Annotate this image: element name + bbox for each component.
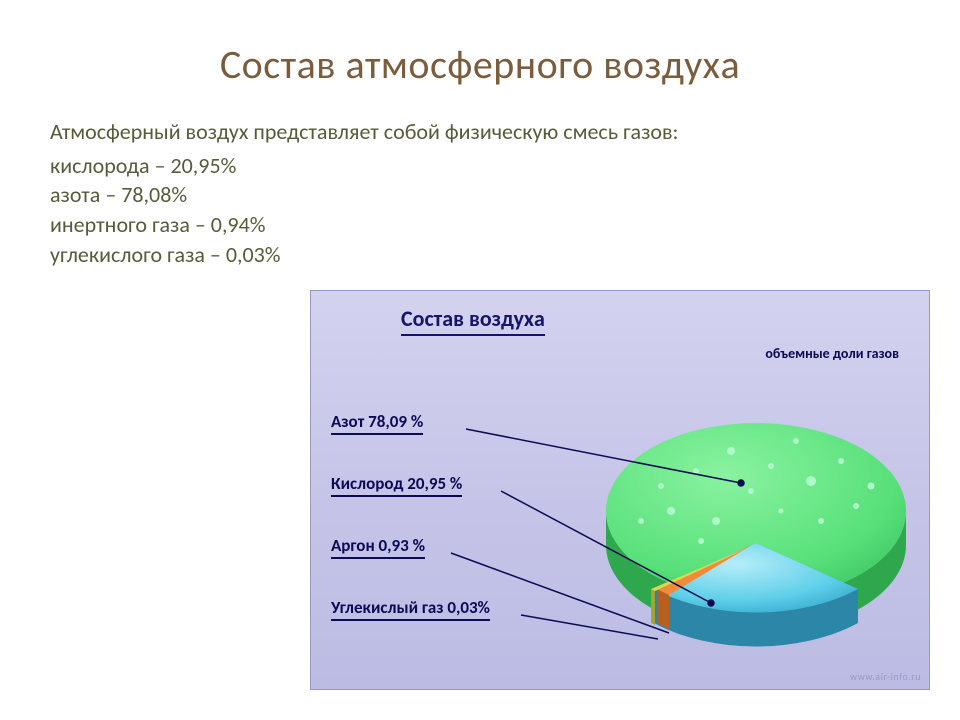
slice-label-co2: Углекислый газ 0,03%: [331, 597, 490, 621]
pie-svg: [601, 371, 911, 671]
list-item: углекислого газа – 0,03%: [50, 240, 910, 270]
page-title: Состав атмосферного воздуха: [50, 40, 910, 89]
gas-name: азота: [50, 181, 100, 208]
list-item: инертного газа – 0,94%: [50, 210, 910, 240]
slide: Состав атмосферного воздуха Атмосферный …: [0, 0, 960, 720]
list-item: кислорода – 20,95%: [50, 151, 910, 181]
gas-name: инертного газа: [50, 211, 190, 238]
intro-text: Атмосферный воздух представляет собой фи…: [50, 117, 830, 147]
gas-value: 20,95%: [171, 152, 237, 179]
gas-value: 78,08%: [121, 181, 187, 208]
pie-chart: [601, 371, 911, 671]
chart-panel: Состав воздуха объемные доли газов Азот …: [310, 290, 930, 690]
slice-label-nitrogen: Азот 78,09 %: [331, 411, 423, 435]
chart-labels: Азот 78,09 % Кислород 20,95 % Аргон 0,93…: [331, 411, 591, 659]
gas-value: 0,94%: [211, 211, 266, 238]
slice-label-oxygen: Кислород 20,95 %: [331, 473, 462, 497]
gas-name: углекислого газа: [50, 241, 205, 268]
list-item: азота – 78,08%: [50, 180, 910, 210]
chart-subtitle: объемные доли газов: [765, 345, 899, 362]
gas-value: 0,03%: [226, 241, 281, 268]
gas-list: кислорода – 20,95% азота – 78,08% инертн…: [50, 151, 910, 270]
slice-label-argon: Аргон 0,93 %: [331, 535, 425, 559]
chart-title: Состав воздуха: [401, 305, 545, 336]
watermark: www.air-info.ru: [850, 670, 921, 683]
gas-name: кислорода: [50, 152, 150, 179]
